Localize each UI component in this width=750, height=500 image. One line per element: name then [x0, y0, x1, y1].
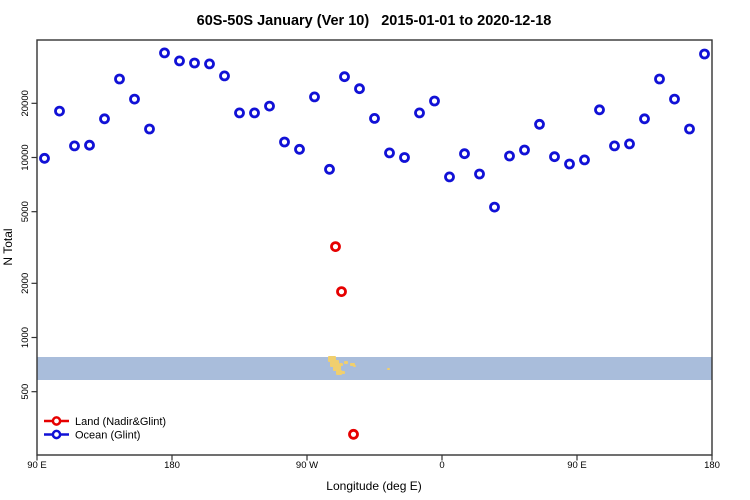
- plot-border: [36, 39, 713, 456]
- ocean-point: [519, 144, 530, 156]
- ocean-point: [564, 158, 575, 170]
- map-land-fragment: [333, 365, 341, 371]
- y-tick-label: 5000: [20, 201, 31, 222]
- x-axis-label: Longitude (deg E): [326, 479, 421, 493]
- map-land-fragment: [353, 365, 356, 367]
- ocean-point: [204, 58, 215, 70]
- legend: Land (Nadir&Glint) Ocean (Glint): [44, 416, 166, 442]
- chart-title: 60S-50S January (Ver 10) 2015-01-01 to 2…: [197, 13, 552, 29]
- legend-ocean-label: Ocean (Glint): [75, 430, 140, 442]
- ocean-point: [174, 55, 185, 67]
- ocean-point: [39, 152, 50, 164]
- x-tick-label: 180: [164, 460, 180, 471]
- ocean-point: [144, 123, 155, 135]
- ocean-point: [414, 107, 425, 119]
- x-tick-label: 90 W: [296, 460, 318, 471]
- y-tick-label: 1000: [20, 327, 31, 348]
- ocean-point: [459, 148, 470, 160]
- ocean-point: [234, 107, 245, 119]
- ocean-point: [609, 140, 620, 152]
- ocean-point: [444, 171, 455, 183]
- ocean-point: [699, 48, 710, 60]
- land-point: [330, 241, 341, 253]
- ocean-point: [294, 143, 305, 155]
- x-tick-label: 90 E: [27, 460, 47, 471]
- legend-ocean-marker-icon: [51, 429, 62, 440]
- ocean-point: [489, 201, 500, 213]
- ocean-point: [594, 104, 605, 116]
- ocean-point: [99, 113, 110, 125]
- x-tick-label: 180: [704, 460, 720, 471]
- ocean-point: [69, 140, 80, 152]
- ocean-point: [339, 71, 350, 83]
- ocean-point: [189, 57, 200, 69]
- map-strip-ocean: [37, 357, 712, 380]
- y-axis-label: N Total: [1, 228, 15, 265]
- ocean-point: [654, 73, 665, 85]
- ocean-point: [264, 100, 275, 112]
- x-tick-label: 90 E: [567, 460, 587, 471]
- ocean-point: [429, 95, 440, 107]
- ocean-point: [129, 93, 140, 105]
- y-tick-label: 500: [20, 384, 31, 400]
- data-points: [39, 47, 710, 440]
- ocean-point: [684, 123, 695, 135]
- ocean-point: [669, 93, 680, 105]
- ocean-point: [369, 113, 380, 124]
- map-land-fragment: [341, 371, 345, 374]
- ocean-point: [324, 163, 335, 175]
- legend-land-marker-icon: [51, 416, 62, 426]
- ocean-point: [354, 83, 365, 95]
- axis-ticks: 90 E 180 90 W 0 90 E 180 20000 10000 5000 2000 100…: [20, 90, 720, 471]
- map-land-fragment: [344, 361, 348, 364]
- y-tick-label: 2000: [20, 273, 31, 294]
- x-tick-label: 0: [439, 460, 444, 471]
- ocean-point: [159, 47, 170, 59]
- map-strip: [37, 356, 712, 380]
- ocean-point: [624, 138, 635, 150]
- ocean-point: [549, 151, 560, 163]
- ocean-point: [399, 152, 410, 163]
- y-tick-label: 10000: [20, 144, 31, 170]
- map-strip-land-fragments: [328, 356, 390, 375]
- ocean-point: [219, 70, 230, 82]
- land-point: [348, 428, 359, 440]
- map-land-fragment: [339, 363, 343, 366]
- legend-land-label: Land (Nadir&Glint): [75, 416, 166, 428]
- ocean-point: [114, 73, 125, 85]
- ocean-point: [309, 91, 320, 103]
- ocean-point: [474, 168, 485, 180]
- ocean-point: [384, 147, 395, 159]
- ocean-point: [249, 107, 260, 119]
- ocean-point: [279, 136, 290, 148]
- ocean-point: [84, 139, 95, 151]
- ocean-point: [504, 150, 515, 162]
- y-tick-label: 20000: [20, 90, 31, 116]
- map-land-fragment: [387, 368, 390, 370]
- ocean-point: [54, 105, 65, 117]
- map-land-fragment: [336, 370, 342, 375]
- ocean-point: [534, 118, 545, 130]
- ocean-point: [579, 154, 590, 166]
- ocean-point: [639, 113, 650, 125]
- land-point: [336, 286, 347, 298]
